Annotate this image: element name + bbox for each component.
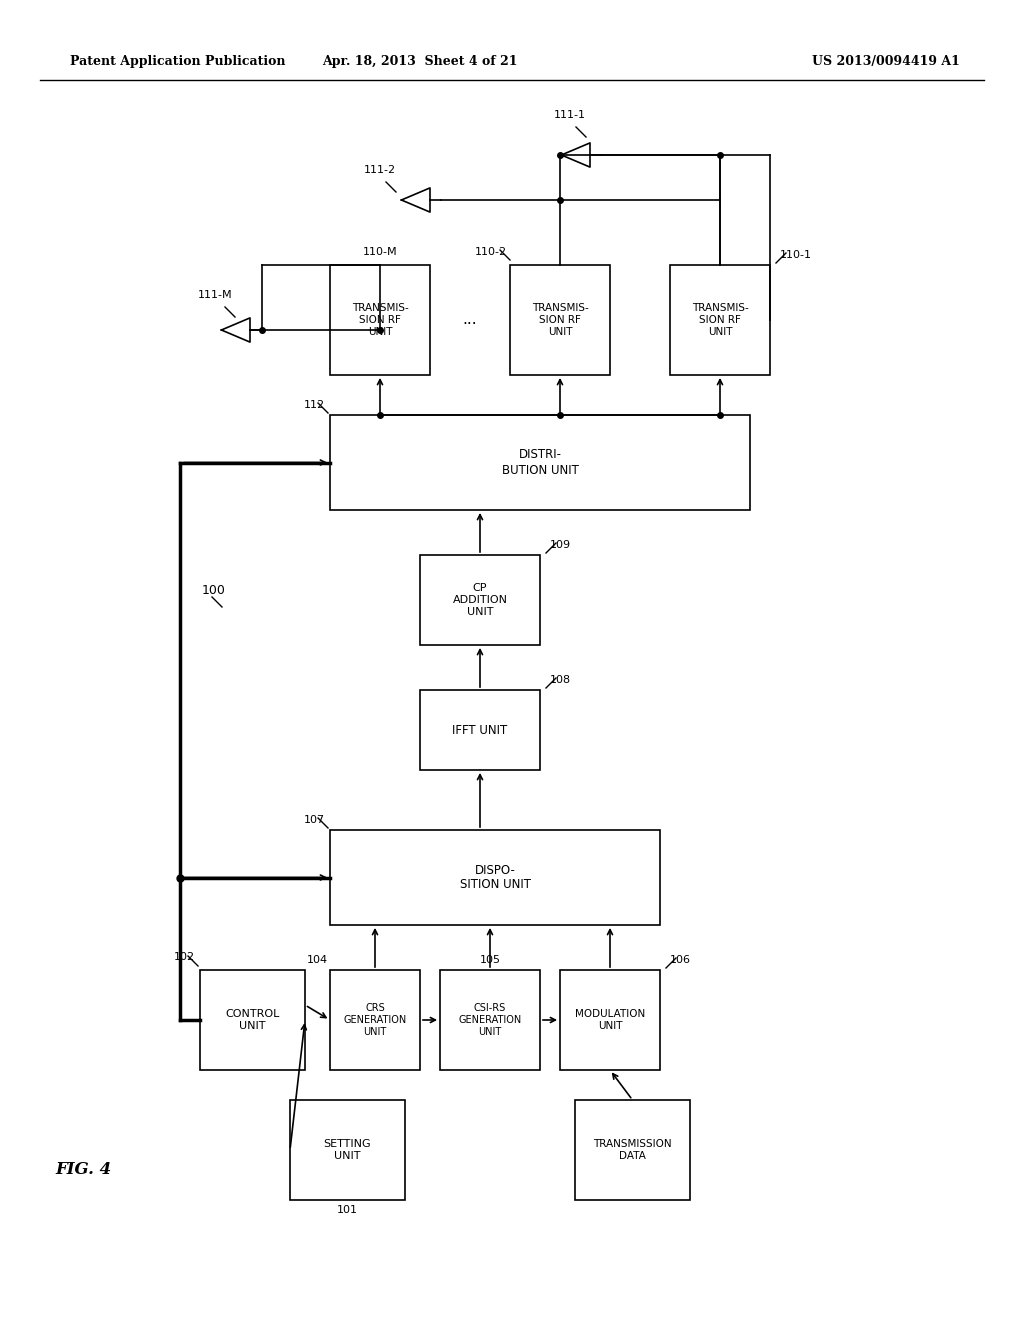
Text: CSI-RS
GENERATION
UNIT: CSI-RS GENERATION UNIT [459,1003,521,1036]
Text: 100: 100 [202,583,226,597]
Bar [290,1100,406,1200]
Text: MODULATION
UNIT: MODULATION UNIT [574,1010,645,1031]
Bar [440,970,540,1071]
Text: 110-M: 110-M [362,247,397,257]
Text: 105: 105 [479,954,501,965]
Bar [330,414,750,510]
Bar [510,265,610,375]
Text: 101: 101 [337,1205,358,1214]
Bar [560,970,660,1071]
Bar [670,265,770,375]
Bar [420,690,540,770]
Text: 112: 112 [304,400,325,411]
Text: CP
ADDITION
UNIT: CP ADDITION UNIT [453,583,508,616]
Text: US 2013/0094419 A1: US 2013/0094419 A1 [812,55,961,69]
Text: 107: 107 [304,814,325,825]
Text: FIG. 4: FIG. 4 [55,1162,112,1179]
Text: TRANSMIS-
SION RF
UNIT: TRANSMIS- SION RF UNIT [531,304,589,337]
Bar [420,554,540,645]
Bar [330,265,430,375]
Text: ...: ... [463,313,477,327]
Text: SETTING
UNIT: SETTING UNIT [324,1139,372,1160]
Text: 102: 102 [174,952,195,962]
Text: 111-1: 111-1 [554,110,586,120]
Text: IFFT UNIT: IFFT UNIT [453,723,508,737]
Text: DISTRI-
BUTION UNIT: DISTRI- BUTION UNIT [502,449,579,477]
Text: 108: 108 [550,675,571,685]
Text: 110-1: 110-1 [780,249,812,260]
Text: TRANSMIS-
SION RF
UNIT: TRANSMIS- SION RF UNIT [351,304,409,337]
Text: 111-M: 111-M [198,290,232,300]
Text: CRS
GENERATION
UNIT: CRS GENERATION UNIT [343,1003,407,1036]
Text: CONTROL
UNIT: CONTROL UNIT [225,1010,280,1031]
Bar [200,970,305,1071]
Text: Apr. 18, 2013  Sheet 4 of 21: Apr. 18, 2013 Sheet 4 of 21 [323,55,518,69]
Bar [575,1100,690,1200]
Text: DISPO-
SITION UNIT: DISPO- SITION UNIT [460,863,530,891]
Bar [330,970,420,1071]
Text: 110-2: 110-2 [475,247,507,257]
Bar [330,830,660,925]
Text: TRANSMISSION
DATA: TRANSMISSION DATA [593,1139,672,1160]
Text: TRANSMIS-
SION RF
UNIT: TRANSMIS- SION RF UNIT [691,304,749,337]
Text: Patent Application Publication: Patent Application Publication [70,55,286,69]
Text: 104: 104 [307,954,328,965]
Text: 111-2: 111-2 [364,165,396,176]
Text: 106: 106 [670,954,691,965]
Text: 109: 109 [550,540,571,550]
